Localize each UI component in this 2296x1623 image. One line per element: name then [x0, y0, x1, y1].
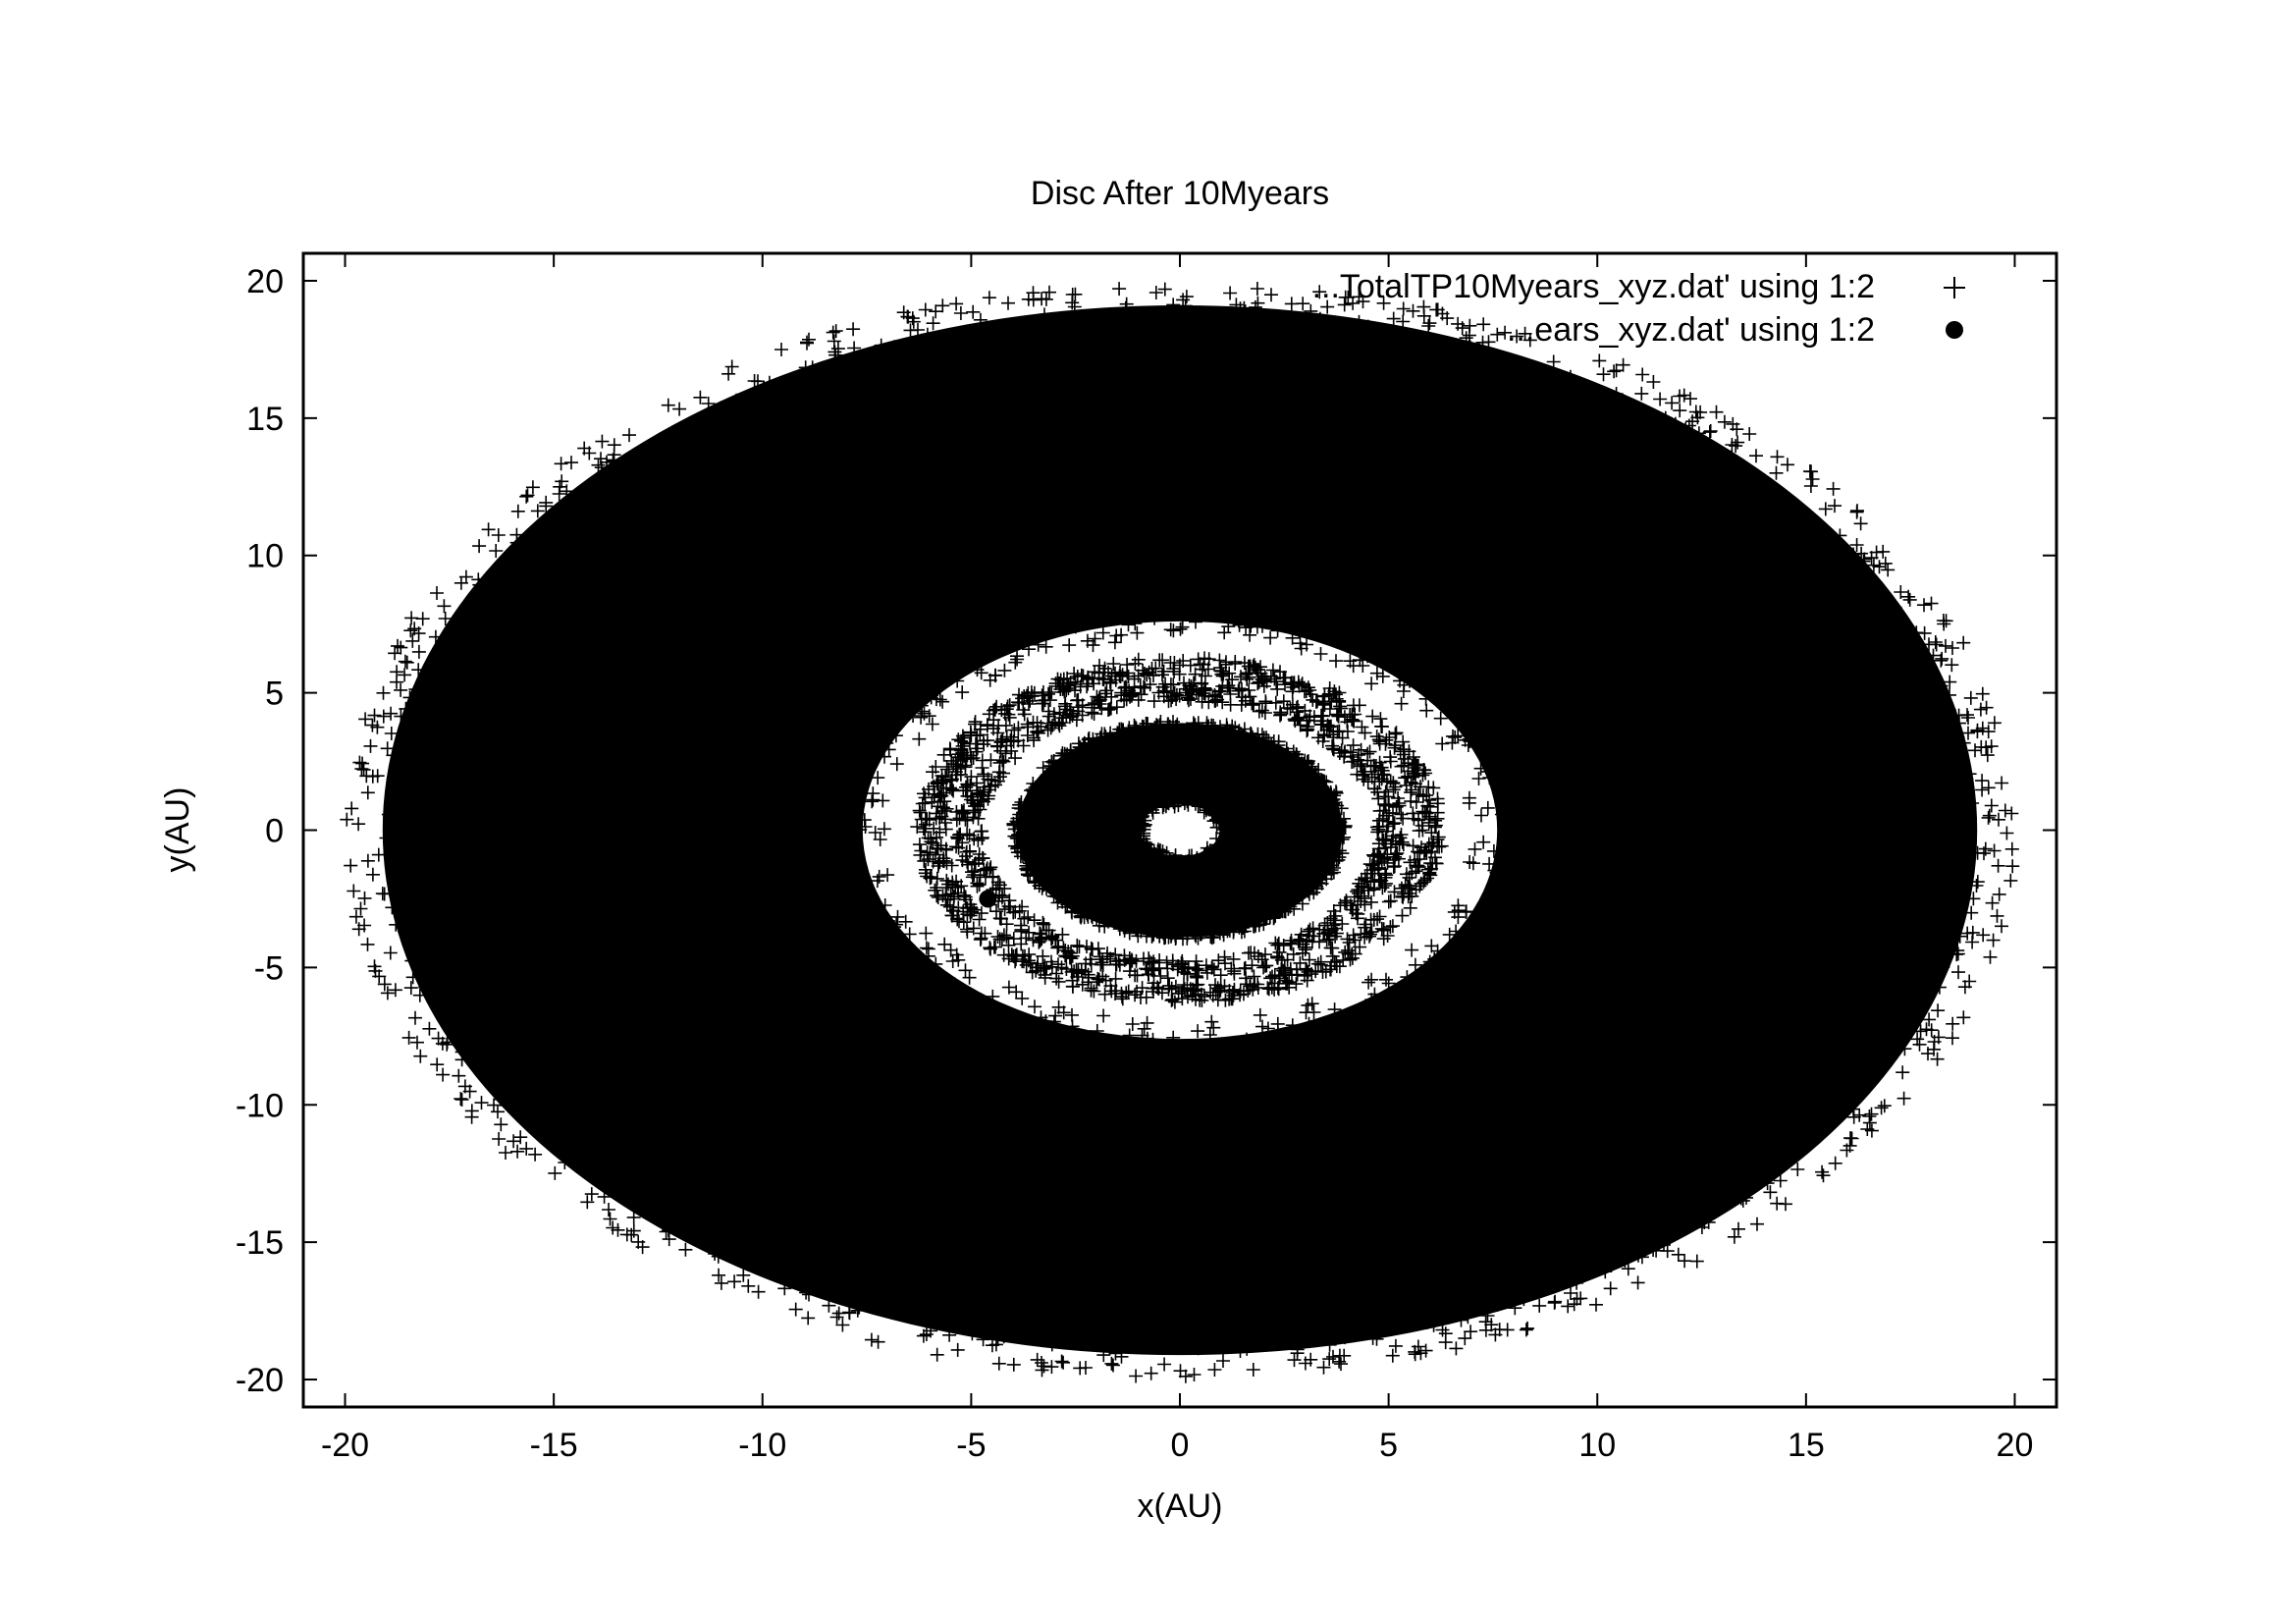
y-tick-label: -10 — [236, 1087, 284, 1124]
x-tick-label: 5 — [1379, 1427, 1398, 1464]
x-tick-label: -10 — [738, 1427, 786, 1464]
chart-title: Disc After 10Myears — [1031, 175, 1329, 212]
y-tick-label: -5 — [254, 949, 284, 987]
x-tick-label: -20 — [321, 1427, 369, 1464]
y-tick-label: 5 — [265, 676, 284, 713]
planet-point — [979, 890, 997, 908]
x-tick-label: 20 — [1997, 1427, 2034, 1464]
plus-markers — [340, 282, 2020, 1383]
y-tick-label: 0 — [265, 813, 284, 850]
scatter-series-planet — [979, 890, 997, 908]
x-tick-label: 10 — [1578, 1427, 1616, 1464]
y-tick-label: 15 — [246, 401, 284, 438]
y-tick-label: -20 — [236, 1362, 284, 1399]
scatter-series-test-particles — [340, 282, 2020, 1383]
legend-label-planet: ...ears_xyz.dat' using 1:2 — [1507, 311, 1875, 349]
x-tick-label: -5 — [956, 1427, 986, 1464]
x-axis-label: x(AU) — [1138, 1488, 1223, 1525]
y-axis-ticks: -20 -15 -10 -5 0 5 10 15 20 — [236, 263, 2056, 1399]
legend-label-test-particles: ...TotalTP10Myears_xyz.dat' using 1:2 — [1312, 268, 1875, 305]
y-tick-label: 20 — [246, 263, 284, 300]
y-axis-label: y(AU) — [159, 787, 196, 873]
legend-marker-plus — [1944, 277, 1965, 298]
x-axis-ticks: -20 -15 -10 -5 0 5 10 15 20 — [321, 253, 2033, 1464]
x-tick-label: 0 — [1171, 1427, 1190, 1464]
x-tick-label: -15 — [530, 1427, 578, 1464]
legend: ...TotalTP10Myears_xyz.dat' using 1:2 ..… — [1312, 268, 1965, 349]
x-tick-label: 15 — [1788, 1427, 1825, 1464]
y-tick-label: 10 — [246, 538, 284, 575]
y-tick-label: -15 — [236, 1224, 284, 1262]
legend-marker-circle — [1946, 321, 1963, 339]
